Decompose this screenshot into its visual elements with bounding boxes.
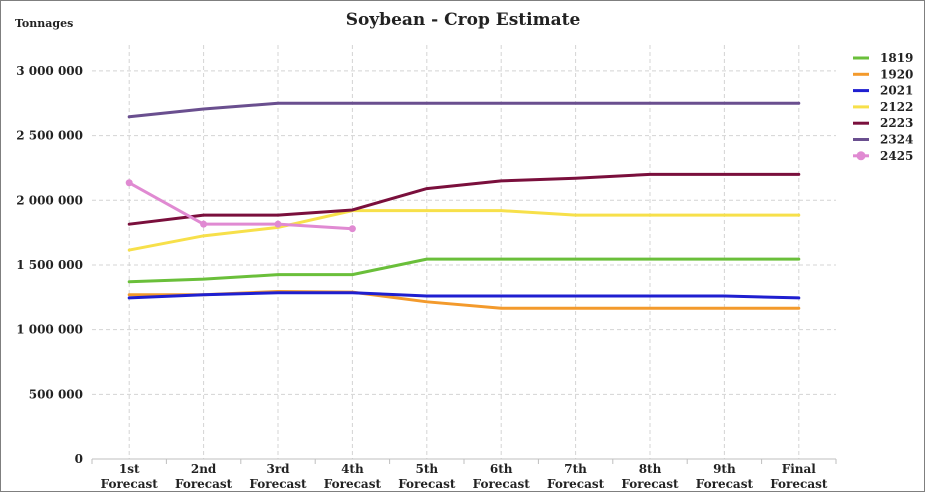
legend-label-2122: 2122 bbox=[880, 100, 913, 114]
x-tick-label: Forecast bbox=[249, 477, 307, 491]
x-tick-label: Forecast bbox=[324, 477, 382, 491]
series-line-1819 bbox=[127, 257, 801, 284]
x-tick-label: Forecast bbox=[473, 477, 531, 491]
series-line-2425 bbox=[127, 181, 354, 231]
x-tick-label: 5th bbox=[415, 462, 438, 476]
legend-label-2324: 2324 bbox=[880, 133, 913, 147]
series-line-2223 bbox=[127, 172, 801, 226]
y-tick-label: 2 500 000 bbox=[16, 129, 83, 143]
x-tick-label: 1st bbox=[119, 462, 140, 476]
chart-title: Soybean - Crop Estimate bbox=[346, 10, 581, 30]
legend: 1819 1920 2021 2122 2223 2324 2425 bbox=[853, 51, 913, 163]
x-tick-label: Forecast bbox=[696, 477, 754, 491]
x-tick-label: 4th bbox=[341, 462, 364, 476]
x-tick-label: Forecast bbox=[101, 477, 159, 491]
x-tick-label: Final bbox=[782, 462, 817, 476]
x-tick-label: Forecast bbox=[175, 477, 233, 491]
x-tick-label: Forecast bbox=[770, 477, 828, 491]
x-tick-label: Forecast bbox=[398, 477, 456, 491]
series-line-2122 bbox=[127, 209, 801, 252]
data-point-2425 bbox=[348, 225, 356, 233]
legend-label-1920: 1920 bbox=[880, 67, 913, 81]
series-line-2324 bbox=[127, 101, 801, 119]
y-tick-label: 0 bbox=[75, 452, 83, 466]
x-tick-label: 8th bbox=[639, 462, 662, 476]
legend-label-2425: 2425 bbox=[880, 149, 913, 163]
series-line-2021 bbox=[127, 291, 801, 300]
y-axis-label: Tonnages bbox=[15, 17, 73, 30]
x-tick-label: Forecast bbox=[547, 477, 605, 491]
y-tick-label: 2 000 000 bbox=[16, 193, 83, 207]
x-tick-label: 7th bbox=[564, 462, 587, 476]
x-tick-labels: 1stForecast2ndForecast3rdForecast4thFore… bbox=[101, 462, 828, 491]
y-tick-label: 1 000 000 bbox=[16, 323, 83, 337]
y-tick-label: 3 000 000 bbox=[16, 64, 83, 78]
legend-marker-2425 bbox=[856, 151, 866, 161]
x-tick-label: 9th bbox=[713, 462, 736, 476]
x-tick-label: 6th bbox=[490, 462, 513, 476]
y-tick-label: 500 000 bbox=[29, 387, 83, 401]
x-tick-label: 2nd bbox=[191, 462, 217, 476]
x-tick-label: 3rd bbox=[266, 462, 290, 476]
grid-layer bbox=[91, 45, 837, 464]
y-tick-label: 1 500 000 bbox=[16, 258, 83, 272]
series-lines bbox=[125, 101, 801, 310]
data-point-2425 bbox=[274, 220, 282, 228]
x-tick-label: Forecast bbox=[621, 477, 679, 491]
legend-label-2223: 2223 bbox=[880, 116, 913, 130]
legend-label-1819: 1819 bbox=[880, 51, 913, 65]
data-point-2425 bbox=[125, 179, 133, 187]
y-tick-labels: 0 500 000 1 000 000 1 500 000 2 000 000 2 500… bbox=[16, 64, 83, 466]
legend-label-2021: 2021 bbox=[880, 84, 913, 98]
data-point-2425 bbox=[200, 220, 208, 228]
